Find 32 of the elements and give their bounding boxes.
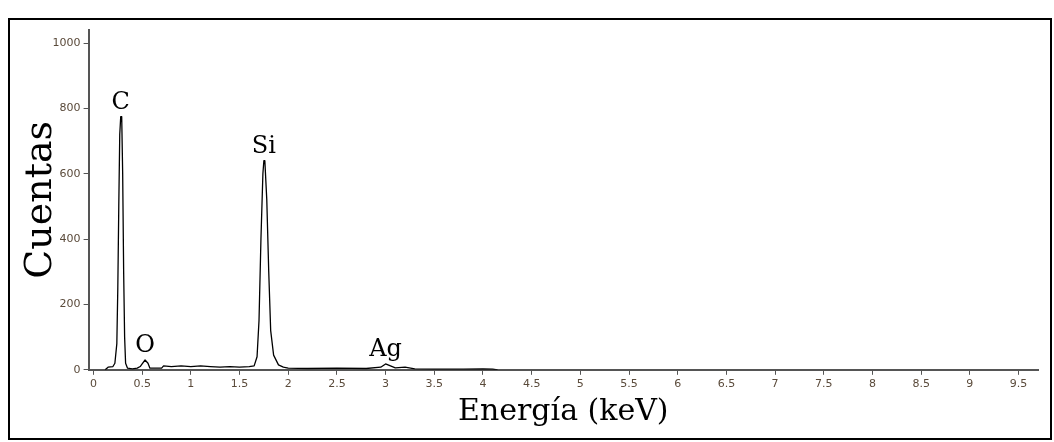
x-tick-label: 9.5 xyxy=(1009,377,1028,391)
annotation: C xyxy=(111,86,130,115)
y-tick-label: 600 xyxy=(59,166,81,180)
x-tick-label: 4.5 xyxy=(522,377,541,391)
x-tick-label: 5 xyxy=(576,377,584,391)
y-tick-label: 400 xyxy=(59,231,81,245)
x-tick-label: 9 xyxy=(966,377,974,391)
x-tick-label: 3 xyxy=(382,377,390,391)
x-tick-label: 3.5 xyxy=(425,377,444,391)
x-axis-title: Energía (keV) xyxy=(458,391,669,427)
y-axis-title: Cuentas xyxy=(15,120,60,279)
x-tick-label: 0 xyxy=(89,377,97,391)
x-tick-label: 2 xyxy=(284,377,292,391)
x-tick-label: 8.5 xyxy=(912,377,930,391)
x-tick-label: 6 xyxy=(674,377,682,391)
y-tick-label: 0 xyxy=(73,362,81,376)
x-tick-label: 2.5 xyxy=(328,377,346,391)
x-tick-label: 0.5 xyxy=(133,377,151,391)
annotation: Si xyxy=(251,130,277,159)
x-tick-label: 5.5 xyxy=(620,377,638,391)
x-tick-label: 6.5 xyxy=(717,377,736,391)
x-tick-label: 1.5 xyxy=(230,377,249,391)
x-tick-label: 7.5 xyxy=(815,377,833,391)
annotation: Ag xyxy=(368,334,402,363)
x-tick-label: 4 xyxy=(479,377,487,391)
y-tick-label: 1000 xyxy=(52,35,81,49)
y-tick-label: 800 xyxy=(59,101,81,115)
annotation: O xyxy=(135,330,155,359)
x-tick-label: 7 xyxy=(771,377,779,391)
x-tick-label: 8 xyxy=(868,377,876,391)
x-tick-label: 1 xyxy=(187,377,195,391)
y-tick-label: 200 xyxy=(59,297,81,311)
